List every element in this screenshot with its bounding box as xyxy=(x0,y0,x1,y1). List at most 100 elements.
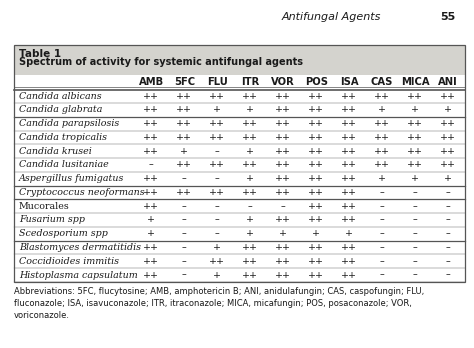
Text: –: – xyxy=(413,270,418,279)
Text: ++: ++ xyxy=(143,133,159,142)
Text: +: + xyxy=(213,243,221,252)
Text: ++: ++ xyxy=(440,160,456,169)
Text: ++: ++ xyxy=(210,257,225,266)
Text: +: + xyxy=(312,229,320,238)
Text: ++: ++ xyxy=(374,133,390,142)
Text: ++: ++ xyxy=(210,133,225,142)
Text: Candida parapsilosis: Candida parapsilosis xyxy=(19,119,119,128)
Text: ++: ++ xyxy=(407,92,423,101)
Text: ISA: ISA xyxy=(340,77,358,87)
Text: –: – xyxy=(413,202,418,211)
Text: ++: ++ xyxy=(440,133,456,142)
Text: MICA: MICA xyxy=(401,77,429,87)
Text: ++: ++ xyxy=(341,257,357,266)
Text: ++: ++ xyxy=(242,133,258,142)
Text: Candida tropicalis: Candida tropicalis xyxy=(19,133,107,142)
Text: ++: ++ xyxy=(275,147,291,156)
Text: 55: 55 xyxy=(440,12,455,22)
Text: ++: ++ xyxy=(407,119,423,128)
Text: ++: ++ xyxy=(275,92,291,101)
Text: ++: ++ xyxy=(341,147,357,156)
Text: ++: ++ xyxy=(275,270,291,279)
Text: ++: ++ xyxy=(176,133,192,142)
Text: ++: ++ xyxy=(242,188,258,197)
Text: –: – xyxy=(413,243,418,252)
Text: +: + xyxy=(246,215,254,224)
Text: AMB: AMB xyxy=(139,77,164,87)
Text: Cryptococcus neoformans: Cryptococcus neoformans xyxy=(19,188,145,197)
Text: ++: ++ xyxy=(341,119,357,128)
Text: ++: ++ xyxy=(210,92,225,101)
Text: ++: ++ xyxy=(341,243,357,252)
Text: –: – xyxy=(446,215,450,224)
Text: +: + xyxy=(180,147,188,156)
Text: ++: ++ xyxy=(374,92,390,101)
Text: POS: POS xyxy=(305,77,328,87)
Text: ++: ++ xyxy=(374,147,390,156)
Text: ++: ++ xyxy=(143,202,159,211)
Text: +: + xyxy=(147,215,155,224)
Text: –: – xyxy=(413,257,418,266)
Text: –: – xyxy=(182,243,187,252)
Text: ++: ++ xyxy=(143,257,159,266)
Text: +: + xyxy=(378,174,386,183)
Text: +: + xyxy=(246,229,254,238)
Text: +: + xyxy=(411,105,419,114)
Text: ++: ++ xyxy=(210,119,225,128)
Text: –: – xyxy=(380,188,384,197)
Text: +: + xyxy=(213,105,221,114)
Text: ++: ++ xyxy=(341,174,357,183)
Text: CAS: CAS xyxy=(371,77,393,87)
Text: 5FC: 5FC xyxy=(174,77,195,87)
Text: –: – xyxy=(215,215,219,224)
Text: ++: ++ xyxy=(143,188,159,197)
Text: ++: ++ xyxy=(407,133,423,142)
Text: –: – xyxy=(413,188,418,197)
Text: Candida krusei: Candida krusei xyxy=(19,147,91,156)
Text: ++: ++ xyxy=(242,160,258,169)
Text: ++: ++ xyxy=(242,243,258,252)
Text: –: – xyxy=(413,215,418,224)
Text: ++: ++ xyxy=(143,119,159,128)
Text: ++: ++ xyxy=(275,105,291,114)
Text: +: + xyxy=(444,105,452,114)
Text: ++: ++ xyxy=(242,257,258,266)
Text: ++: ++ xyxy=(374,119,390,128)
Text: VOR: VOR xyxy=(271,77,295,87)
Text: ++: ++ xyxy=(308,119,324,128)
Text: ++: ++ xyxy=(143,243,159,252)
Text: –: – xyxy=(380,270,384,279)
Text: +: + xyxy=(213,270,221,279)
Text: +: + xyxy=(411,174,419,183)
Text: ++: ++ xyxy=(176,188,192,197)
Text: –: – xyxy=(182,229,187,238)
Text: +: + xyxy=(147,229,155,238)
Text: ++: ++ xyxy=(374,160,390,169)
Text: Aspergillus fumigatus: Aspergillus fumigatus xyxy=(19,174,124,183)
Text: –: – xyxy=(380,229,384,238)
Text: +: + xyxy=(378,105,386,114)
Text: Candida lusitaniae: Candida lusitaniae xyxy=(19,160,109,169)
Text: –: – xyxy=(215,229,219,238)
Text: Blastomyces dermatitidis: Blastomyces dermatitidis xyxy=(19,243,141,252)
Text: –: – xyxy=(182,257,187,266)
Text: ++: ++ xyxy=(143,92,159,101)
Text: ++: ++ xyxy=(242,92,258,101)
Text: ++: ++ xyxy=(341,188,357,197)
Text: ++: ++ xyxy=(341,160,357,169)
Text: ++: ++ xyxy=(143,105,159,114)
Text: –: – xyxy=(281,202,286,211)
Text: +: + xyxy=(246,147,254,156)
Text: ++: ++ xyxy=(143,147,159,156)
Text: Candida albicans: Candida albicans xyxy=(19,92,101,101)
Text: ++: ++ xyxy=(440,147,456,156)
Text: ++: ++ xyxy=(407,147,423,156)
Text: ++: ++ xyxy=(341,202,357,211)
Text: ++: ++ xyxy=(407,160,423,169)
Text: Table 1: Table 1 xyxy=(19,49,61,59)
Text: ++: ++ xyxy=(341,215,357,224)
Text: ++: ++ xyxy=(275,160,291,169)
Text: FLU: FLU xyxy=(207,77,228,87)
Text: –: – xyxy=(215,202,219,211)
Text: ++: ++ xyxy=(308,92,324,101)
